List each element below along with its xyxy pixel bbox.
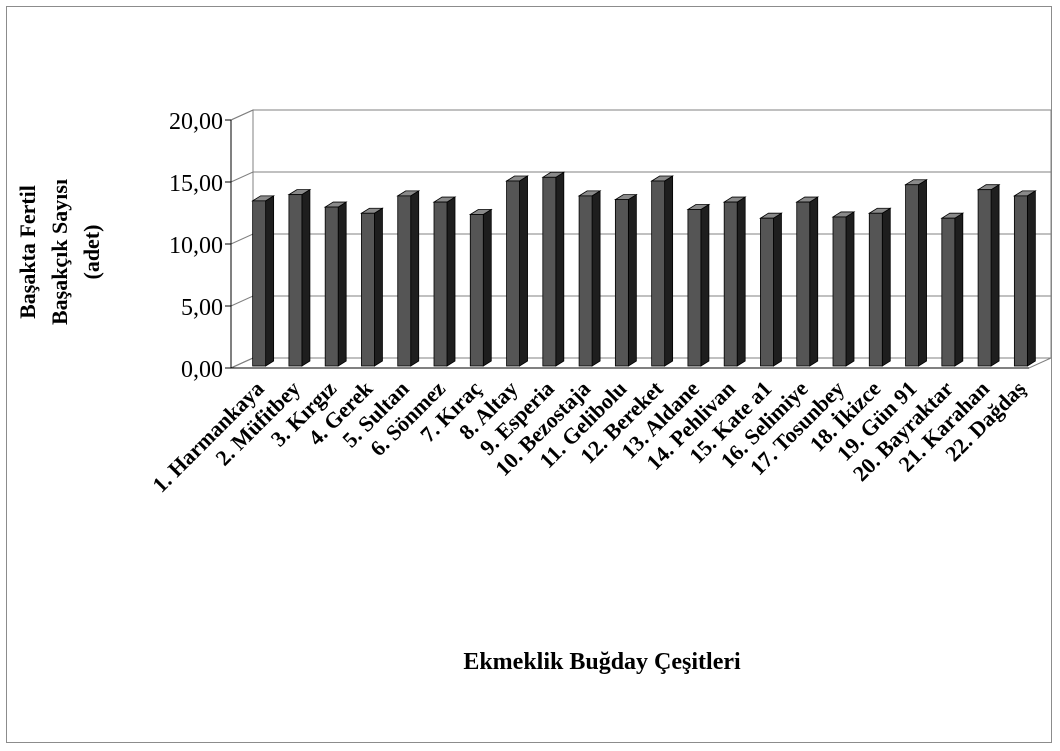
bar <box>541 171 566 367</box>
bar-side <box>337 201 347 367</box>
chart-walls <box>230 109 1052 369</box>
bar-side <box>265 195 275 367</box>
bar <box>323 201 348 367</box>
bar-side <box>809 196 819 367</box>
y-axis-label-line: Başakta Fertil <box>15 185 40 319</box>
bar-front <box>578 195 593 367</box>
bar-front <box>832 216 847 367</box>
bar <box>468 208 493 367</box>
y-axis-label-line: Başakçık Sayısı <box>47 179 72 325</box>
bar-side <box>591 190 601 367</box>
bar <box>505 175 529 367</box>
bar-front <box>397 195 412 367</box>
bar-chart: 0,00 5,00 10,00 15,00 20,00 1. Harmankaya2. … <box>15 109 1052 675</box>
x-axis-label: Ekmeklik Buğday Çeşitleri <box>463 649 741 675</box>
bar <box>650 175 675 367</box>
bar-front <box>324 206 339 367</box>
bar <box>940 212 965 367</box>
bar-side <box>555 171 565 367</box>
bar-side <box>446 196 456 367</box>
bar-side <box>954 212 964 367</box>
bar-front <box>361 212 375 367</box>
bar-front <box>506 180 520 367</box>
bar-front <box>723 201 738 367</box>
bar-side <box>881 207 891 367</box>
bar <box>613 193 638 367</box>
bar <box>577 190 602 367</box>
grid-lines <box>225 109 1051 369</box>
y-tick-label: 20,00 <box>169 109 223 135</box>
bar-front <box>868 212 883 367</box>
bar-side <box>410 190 420 367</box>
bar-front <box>252 200 267 367</box>
bar-side <box>918 178 927 367</box>
bar <box>831 211 856 367</box>
bar-side <box>519 175 528 367</box>
bar <box>867 207 892 367</box>
bar-front <box>542 176 557 367</box>
bar <box>904 178 928 367</box>
y-tick-label: 5,00 <box>181 295 223 321</box>
y-tick-label: 0,00 <box>181 357 223 383</box>
bar <box>976 183 1001 367</box>
bar <box>686 203 711 367</box>
grid-line <box>230 233 1051 245</box>
bar-side <box>301 188 311 367</box>
bar-front <box>760 217 774 367</box>
grid-line <box>230 109 1051 121</box>
y-tick-label: 10,00 <box>169 233 223 259</box>
bar <box>1012 190 1037 367</box>
bar <box>287 188 312 367</box>
bar-front <box>977 189 992 367</box>
grid-line <box>230 295 1051 307</box>
bar <box>432 196 457 367</box>
bar <box>360 207 384 367</box>
bar-side <box>736 196 746 367</box>
bar-side <box>773 212 782 367</box>
bar-side <box>374 207 383 367</box>
bar-front <box>1013 195 1028 367</box>
bars <box>251 171 1037 367</box>
y-tick-label: 15,00 <box>169 171 223 197</box>
bar-side <box>1026 190 1036 367</box>
bar-front <box>433 201 448 367</box>
bar-side <box>627 193 637 367</box>
bar-front <box>469 214 484 367</box>
bar-front <box>687 209 702 367</box>
bar-side <box>845 211 855 367</box>
bar-side <box>664 175 674 367</box>
bar-front <box>614 199 629 367</box>
y-axis-label: Başakta Fertil Başakçık Sayısı (adet) <box>15 179 104 325</box>
y-axis-label-line: (adet) <box>79 225 104 280</box>
floor <box>230 357 1052 369</box>
bar-front <box>651 180 666 367</box>
bar-front <box>288 194 303 367</box>
bar-side <box>700 203 710 367</box>
bar-front <box>905 184 919 367</box>
chart-frame: 0,00 5,00 10,00 15,00 20,00 1. Harmankaya 2. … <box>6 6 1052 743</box>
grid-line <box>230 171 1051 183</box>
bar-front <box>796 201 811 367</box>
bar <box>795 196 820 367</box>
bar-side <box>990 183 1000 367</box>
y-tick-labels: 0,00 5,00 10,00 15,00 20,00 <box>169 109 223 383</box>
bar <box>759 212 783 367</box>
bar <box>396 190 421 367</box>
bar-side <box>482 208 492 367</box>
bar-front <box>941 217 956 367</box>
bar <box>251 195 276 367</box>
bar <box>722 196 747 367</box>
